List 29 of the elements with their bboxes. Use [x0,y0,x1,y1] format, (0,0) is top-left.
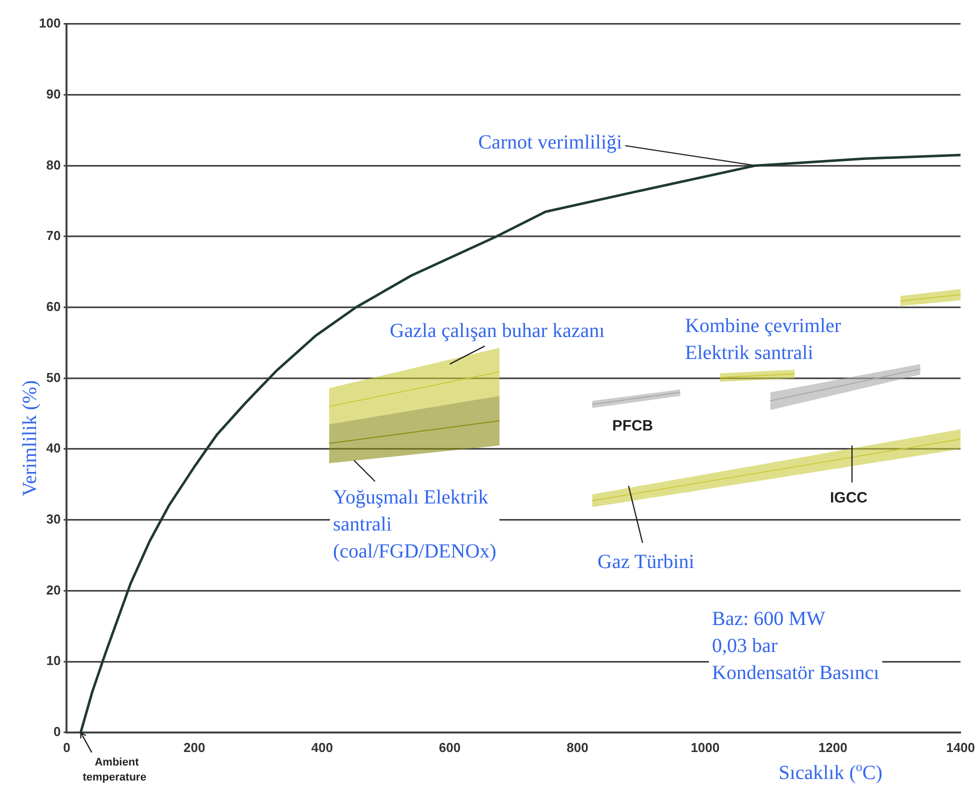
x-tick-label: 0 [63,740,70,755]
y-tick-label: 60 [46,298,61,314]
y-tick-label: 50 [46,370,61,385]
annotation: Gazla çalışan buhar kazanı [390,320,606,342]
y-tick-label: 30 [46,511,61,526]
x-tick-label: 1400 [946,740,975,755]
y-tick-label: 70 [46,228,61,244]
x-tick-label: 1200 [818,740,848,755]
y-tick-label: 80 [46,157,61,172]
x-tick-label: 200 [184,740,206,755]
annotation: Ambient temperature [82,756,146,784]
annotation: Yoğuşmalı Elektrik santrali (coal/FGD/DENOx) [333,486,496,562]
y-tick-label: 10 [46,653,61,668]
y-tick-label: 0 [53,724,61,739]
x-tick-label: 800 [566,740,588,755]
annotation: PFCB [612,417,654,434]
annotation: Gaz Türbini [598,550,695,573]
y-tick-label: 40 [46,440,61,456]
x-tick-label: 600 [438,740,461,755]
y-tick-label: 20 [46,582,61,598]
annotation: Carnot verimliliği [478,132,623,154]
y-tick-label: 90 [46,86,61,102]
x-tick-label: 1000 [690,740,720,755]
annotation: Kombine çevrimler Elektrik santrali [685,315,842,364]
annotation: Baz: 600 MW 0,03 bar Kondensatör Basıncı [712,608,880,684]
y-tick-label: 100 [38,16,61,31]
y-axis-title: Verimlilik (%) [19,380,41,496]
x-tick-label: 400 [311,740,333,755]
annotation: IGCC [830,490,868,506]
